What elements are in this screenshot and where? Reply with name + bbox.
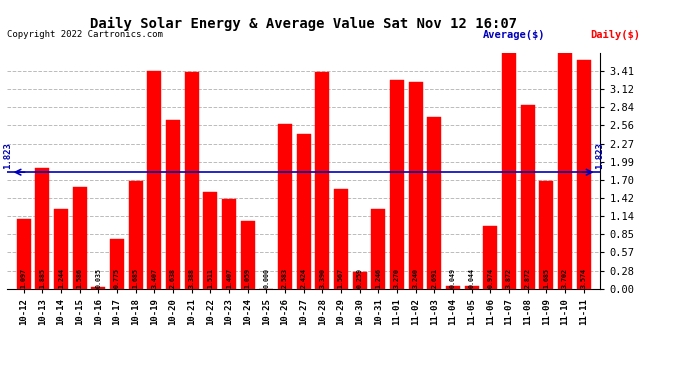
Bar [17, 219, 30, 289]
Text: 1.823: 1.823 [3, 142, 12, 169]
Text: 3.270: 3.270 [394, 268, 400, 288]
Text: 3.390: 3.390 [319, 268, 325, 288]
Text: 0.035: 0.035 [95, 268, 101, 288]
Bar [390, 80, 404, 289]
Text: 2.583: 2.583 [282, 268, 288, 288]
Text: 2.424: 2.424 [301, 268, 306, 288]
Text: 1.823: 1.823 [595, 142, 604, 169]
Bar [222, 199, 236, 289]
Text: 0.775: 0.775 [114, 268, 120, 288]
Text: 1.059: 1.059 [245, 268, 250, 288]
Bar [278, 124, 292, 289]
Text: 1.885: 1.885 [39, 268, 46, 288]
Text: 0.974: 0.974 [487, 268, 493, 288]
Bar [72, 188, 87, 289]
Text: 1.567: 1.567 [338, 268, 344, 288]
Bar [427, 117, 441, 289]
Text: 1.511: 1.511 [207, 268, 213, 288]
Text: 0.000: 0.000 [264, 268, 269, 288]
Bar [408, 82, 422, 289]
Bar [558, 52, 572, 289]
Text: 1.244: 1.244 [58, 268, 64, 288]
Text: 2.691: 2.691 [431, 268, 437, 288]
Text: 3.574: 3.574 [580, 268, 586, 288]
Text: 1.097: 1.097 [21, 268, 27, 288]
Text: 2.638: 2.638 [170, 268, 176, 288]
Bar [353, 272, 366, 289]
Bar [35, 168, 50, 289]
Bar [315, 72, 329, 289]
Bar [446, 286, 460, 289]
Bar [483, 226, 497, 289]
Text: Average($): Average($) [483, 30, 546, 40]
Text: 3.407: 3.407 [151, 268, 157, 288]
Text: 1.407: 1.407 [226, 268, 232, 288]
Bar [577, 60, 591, 289]
Text: Daily Solar Energy & Average Value Sat Nov 12 16:07: Daily Solar Energy & Average Value Sat N… [90, 17, 518, 31]
Text: 1.685: 1.685 [132, 268, 139, 288]
Text: 0.049: 0.049 [450, 268, 456, 288]
Bar [91, 286, 106, 289]
Bar [371, 209, 385, 289]
Bar [297, 134, 310, 289]
Text: 3.702: 3.702 [562, 268, 568, 288]
Text: 0.259: 0.259 [357, 268, 362, 288]
Text: 3.872: 3.872 [506, 268, 512, 288]
Bar [185, 72, 199, 289]
Text: 1.246: 1.246 [375, 268, 382, 288]
Bar [464, 286, 479, 289]
Text: Copyright 2022 Cartronics.com: Copyright 2022 Cartronics.com [7, 30, 163, 39]
Text: 3.240: 3.240 [413, 268, 419, 288]
Bar [54, 209, 68, 289]
Bar [539, 181, 553, 289]
Bar [148, 71, 161, 289]
Bar [520, 105, 535, 289]
Bar [128, 181, 143, 289]
Bar [110, 239, 124, 289]
Text: 3.388: 3.388 [188, 268, 195, 288]
Text: Daily($): Daily($) [590, 30, 640, 40]
Bar [502, 41, 516, 289]
Bar [241, 221, 255, 289]
Text: 0.044: 0.044 [469, 268, 475, 288]
Text: 1.685: 1.685 [543, 268, 549, 288]
Bar [204, 192, 217, 289]
Text: 2.872: 2.872 [524, 268, 531, 288]
Bar [166, 120, 180, 289]
Text: 1.586: 1.586 [77, 268, 83, 288]
Bar [334, 189, 348, 289]
